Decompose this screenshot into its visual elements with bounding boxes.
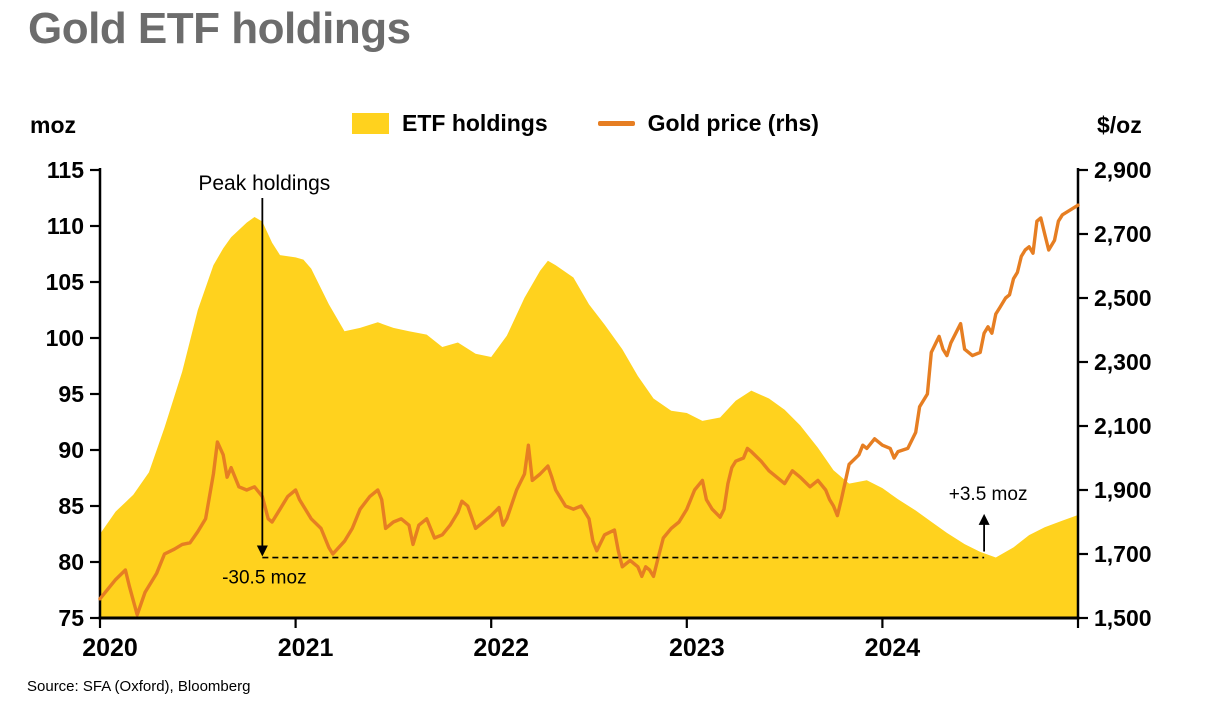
right-axis-unit-label: $/oz	[1097, 112, 1142, 138]
peak-drop-arrow-head	[256, 545, 268, 557]
right-axis-tick-label: 1,500	[1094, 605, 1152, 631]
x-axis-tick-label: 2022	[473, 634, 529, 662]
legend-label-etf-holdings: ETF holdings	[402, 110, 548, 136]
gain-arrow-head	[978, 513, 990, 525]
right-axis-tick-label: 1,900	[1094, 477, 1152, 503]
x-axis-tick-label: 2020	[82, 634, 138, 662]
right-axis-tick-label: 2,900	[1094, 157, 1152, 183]
page-title: Gold ETF holdings	[28, 4, 411, 53]
left-axis-tick-label: 85	[58, 493, 84, 519]
right-axis-tick-label: 2,100	[1094, 413, 1152, 439]
etf-holdings-swatch	[352, 113, 389, 134]
left-axis-unit-label: moz	[30, 112, 76, 138]
gain-amount-annotation: +3.5 moz	[949, 484, 1028, 505]
left-axis-tick-label: 90	[58, 437, 84, 463]
legend-label-gold-price: Gold price (rhs)	[647, 110, 819, 136]
legend: ETF holdings Gold price (rhs)	[352, 110, 819, 137]
x-axis-tick-label: 2024	[865, 634, 921, 662]
gold-price-line	[98, 203, 1080, 617]
right-axis-tick-label: 2,500	[1094, 285, 1152, 311]
x-axis-tick-label: 2021	[278, 634, 334, 662]
right-axis-tick-label: 1,700	[1094, 541, 1152, 567]
peak-holdings-annotation: Peak holdings	[198, 172, 330, 195]
legend-item-etf-holdings: ETF holdings	[352, 110, 548, 137]
legend-item-gold-price: Gold price (rhs)	[597, 110, 819, 137]
left-axis-tick-label: 95	[58, 381, 84, 407]
left-axis-tick-label: 115	[47, 157, 84, 183]
left-axis-tick-label: 75	[58, 605, 84, 631]
left-axis-tick-label: 100	[46, 325, 84, 351]
source-note: Source: SFA (Oxford), Bloomberg	[27, 678, 251, 695]
drop-amount-annotation: -30.5 moz	[222, 568, 306, 589]
gold-price-swatch	[597, 121, 635, 126]
x-axis-tick-label: 2023	[669, 634, 725, 662]
right-axis-tick-label: 2,300	[1094, 349, 1152, 375]
right-axis-tick-label: 2,700	[1094, 221, 1152, 247]
left-axis-tick-label: 110	[47, 213, 84, 239]
left-axis-tick-label: 80	[58, 549, 84, 575]
left-axis-tick-label: 105	[46, 269, 85, 295]
etf-holdings-area	[100, 217, 1078, 618]
